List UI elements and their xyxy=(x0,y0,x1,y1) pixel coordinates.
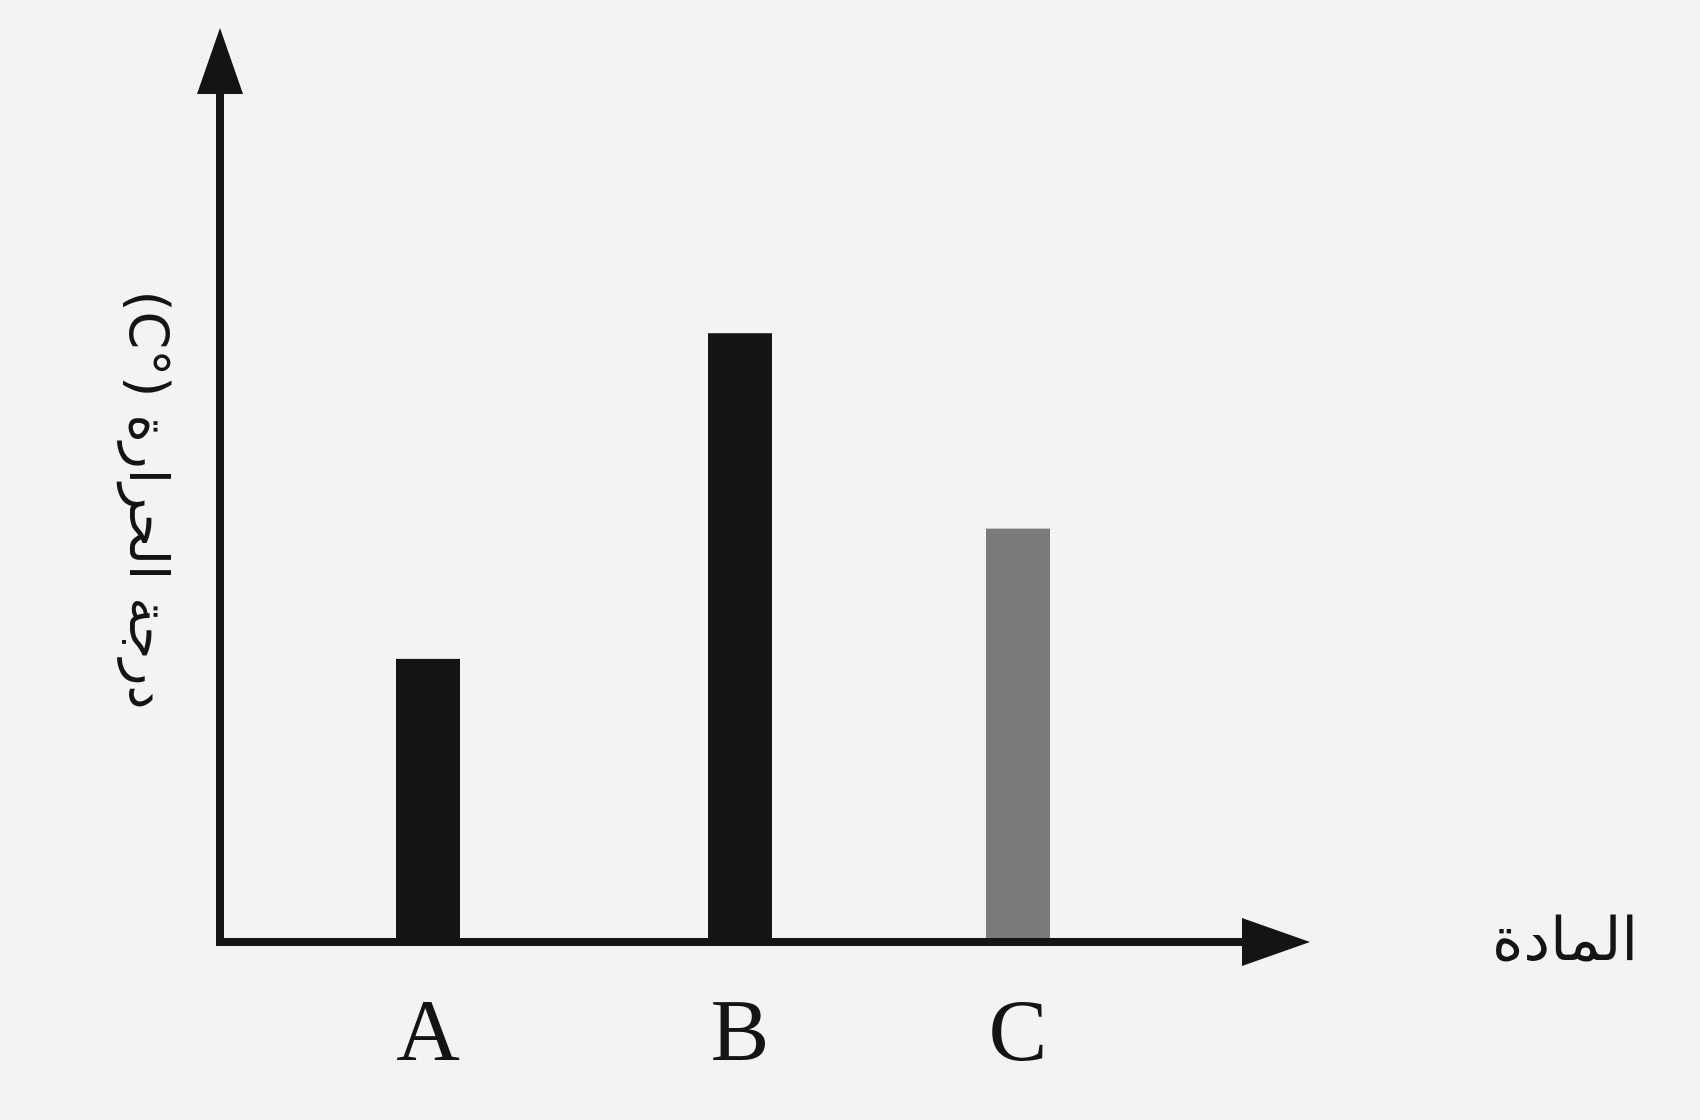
x-axis-arrow-icon xyxy=(1242,918,1310,966)
x-tick-label-a: A xyxy=(396,983,460,1080)
y-axis-title: درجة الحرارة (°C) xyxy=(117,290,180,709)
tick-labels: A B C xyxy=(396,983,1047,1080)
x-tick-label-b: B xyxy=(711,983,770,1080)
bars-layer xyxy=(396,333,1050,938)
axes-layer xyxy=(197,28,1310,966)
bar-c xyxy=(986,528,1050,938)
bar-b xyxy=(708,333,772,938)
bar-a xyxy=(396,658,460,938)
x-tick-label-c: C xyxy=(989,983,1048,1080)
y-axis-arrow-icon xyxy=(197,28,243,94)
x-axis-title: المادة xyxy=(1492,905,1638,975)
